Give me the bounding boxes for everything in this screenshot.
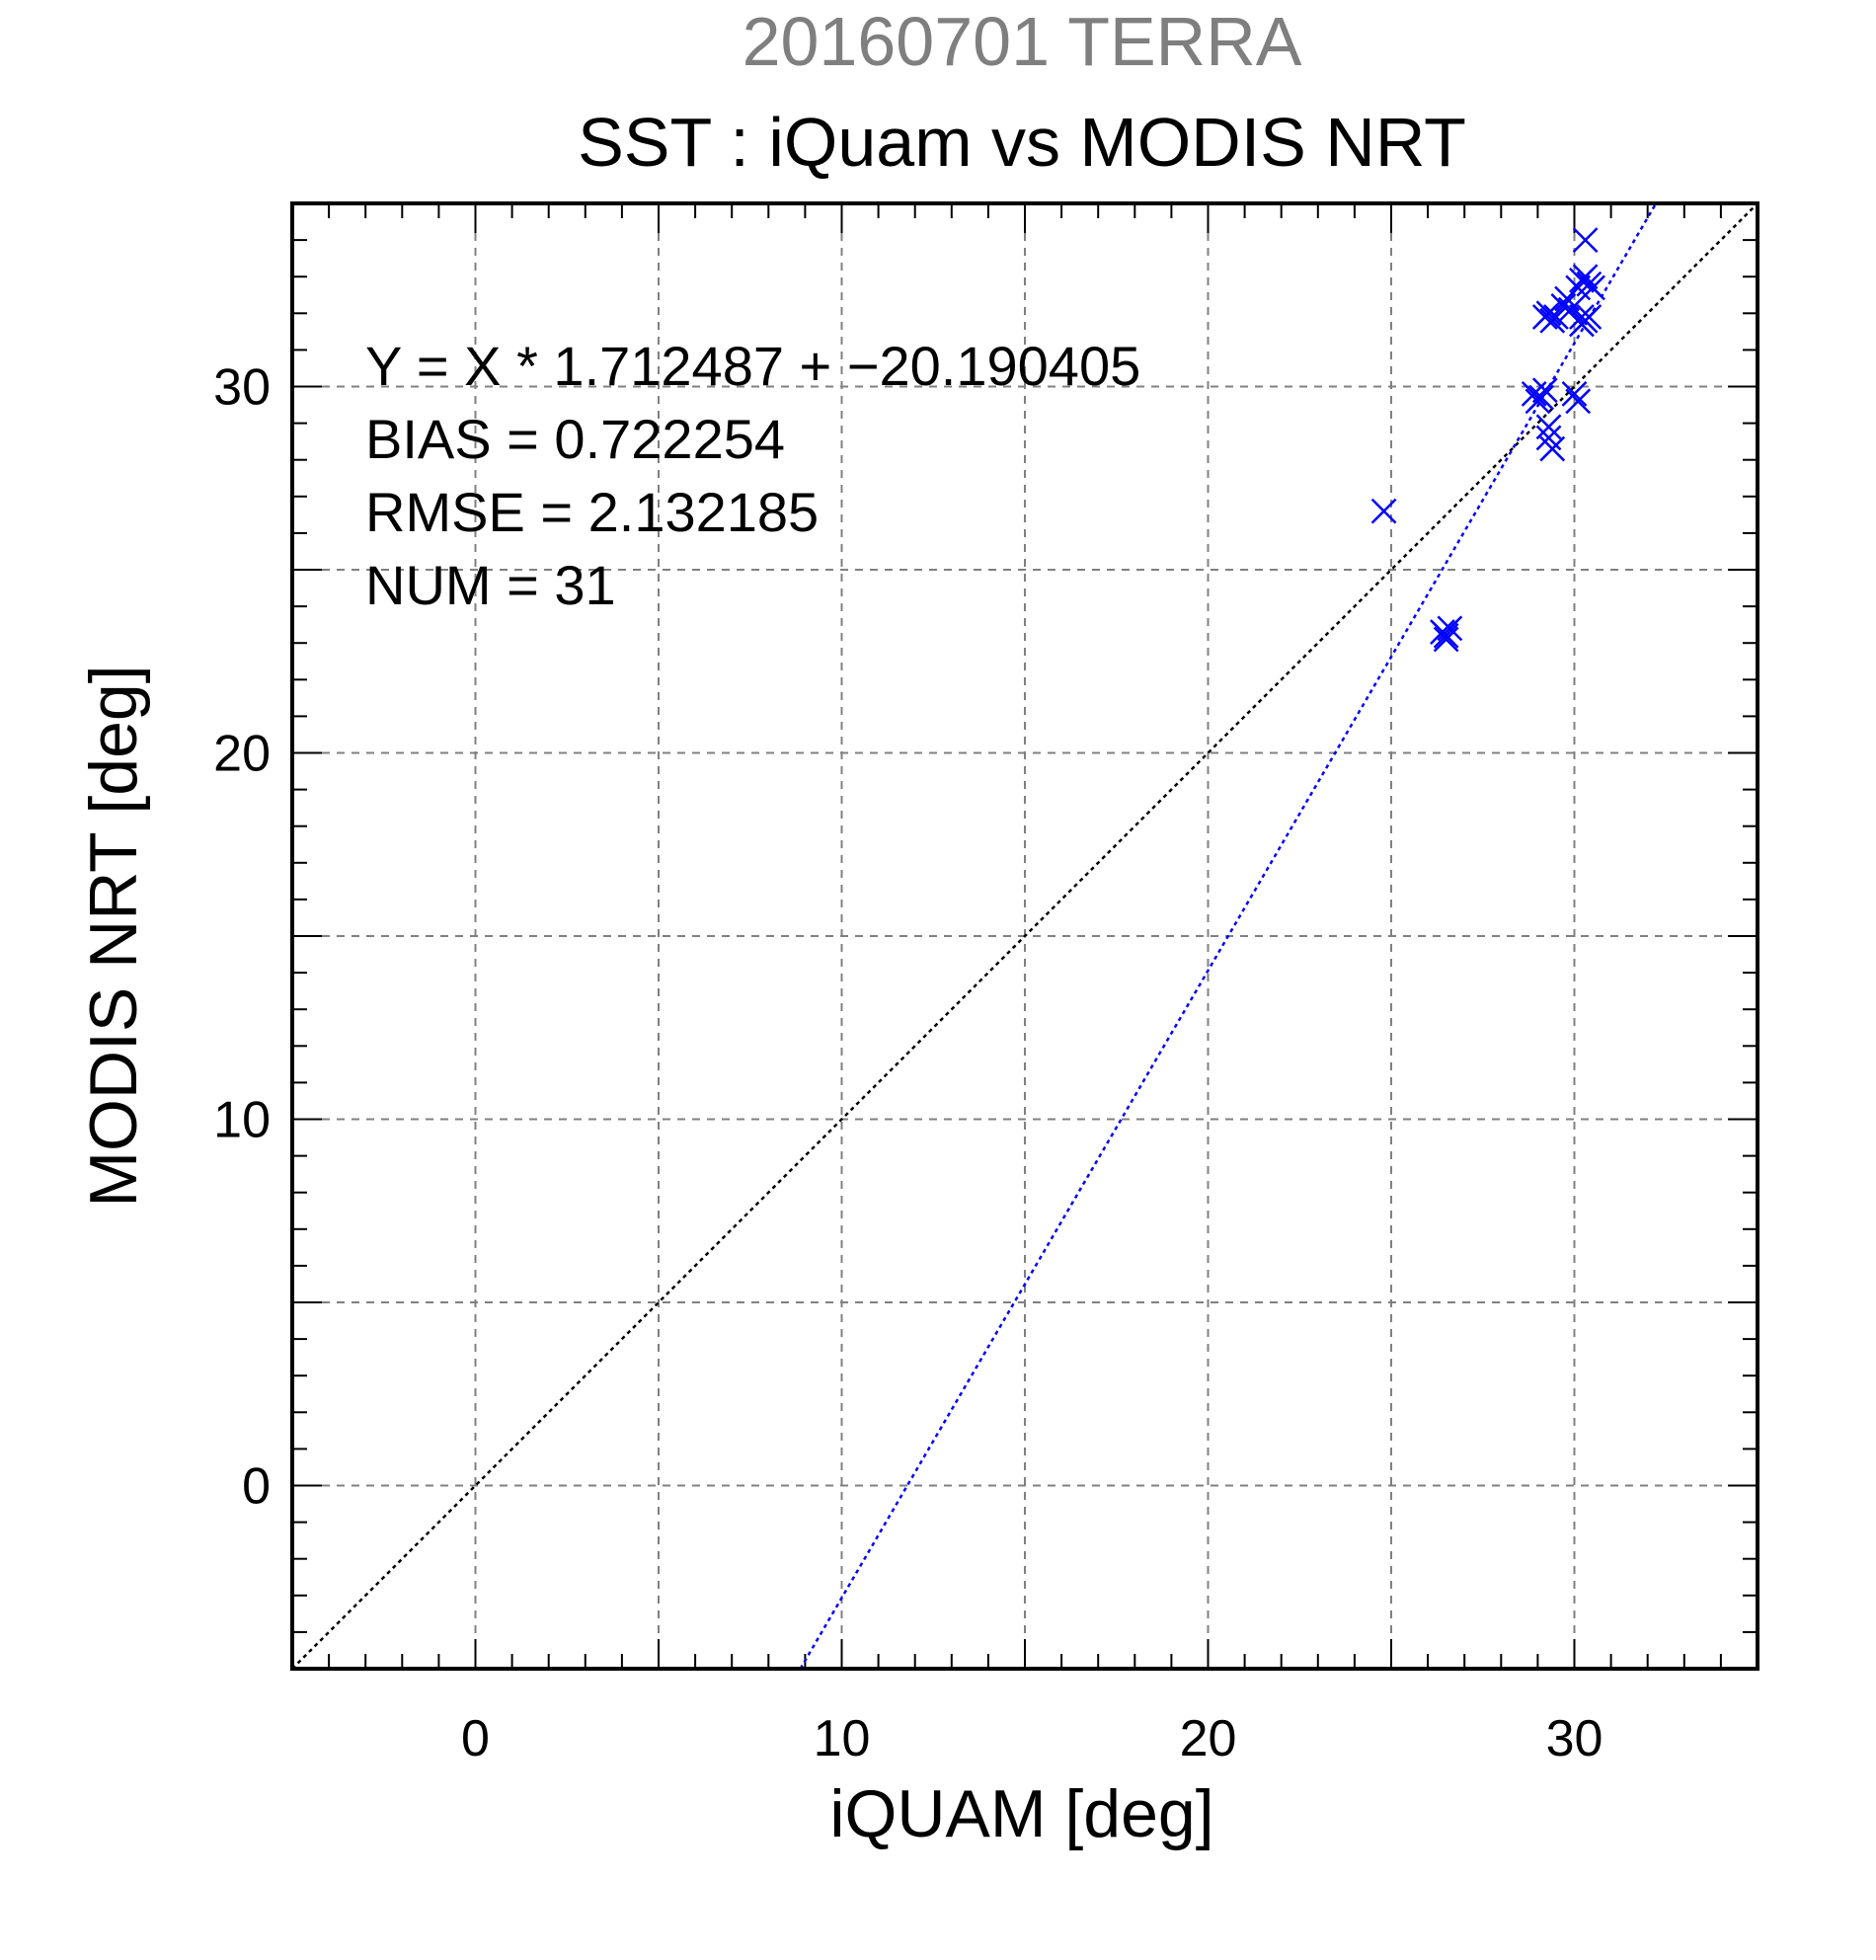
chart-title: SST : iQuam vs MODIS NRT	[578, 104, 1466, 181]
data-point-stroke-b	[1535, 300, 1562, 327]
data-point	[1535, 414, 1562, 440]
y-tick-label: 10	[213, 1092, 271, 1149]
data-point	[1572, 227, 1599, 253]
fit-line-group	[799, 202, 1658, 1670]
data-point-stroke-b	[1576, 304, 1602, 330]
data-point-stroke-b	[1535, 414, 1562, 440]
data-point-stroke-b	[1531, 377, 1558, 404]
data-point	[1576, 304, 1602, 330]
plot-frame	[290, 201, 1759, 1671]
data-point-stroke-b	[1557, 296, 1584, 323]
stat-rmse: RMSE = 2.132185	[365, 481, 819, 543]
data-point-stroke-b	[1561, 381, 1588, 407]
data-point	[1561, 381, 1588, 407]
chart-supertitle: 20160701 TERRA	[743, 3, 1302, 80]
data-point	[1433, 622, 1459, 649]
data-point	[1528, 384, 1554, 411]
fit-statistics: Y = X * 1.712487 + −20.190405 BIAS = 0.7…	[365, 335, 1140, 616]
data-points	[1370, 227, 1605, 653]
y-tick-label: 0	[242, 1458, 271, 1516]
data-point-stroke-b	[1433, 622, 1459, 649]
stat-regression-equation: Y = X * 1.712487 + −20.190405	[365, 335, 1140, 397]
stat-bias: BIAS = 0.722254	[365, 408, 785, 470]
data-point	[1370, 498, 1397, 524]
stat-count: NUM = 31	[365, 554, 616, 616]
grid	[292, 203, 1758, 1669]
y-tick-label: 20	[213, 726, 271, 783]
data-point	[1565, 388, 1592, 415]
identity-line-group	[291, 202, 1759, 1670]
x-tick-label: 30	[1546, 1710, 1603, 1767]
x-axis-label: iQUAM [deg]	[829, 1776, 1213, 1851]
data-point	[1543, 304, 1569, 330]
data-point-stroke-b	[1433, 626, 1459, 653]
y-tick-label: 30	[213, 359, 271, 417]
data-point	[1539, 435, 1566, 462]
y-axis-label: MODIS NRT [deg]	[76, 665, 151, 1207]
data-point-stroke-b	[1535, 425, 1562, 451]
x-tick-label: 10	[814, 1710, 871, 1767]
x-tick-label: 20	[1180, 1710, 1237, 1767]
data-point-stroke-b	[1539, 435, 1566, 462]
data-point-stroke-b	[1370, 498, 1397, 524]
data-point-stroke-b	[1543, 304, 1569, 330]
data-point-stroke-b	[1550, 292, 1577, 319]
identity-line	[291, 202, 1759, 1670]
data-point-stroke-b	[1565, 388, 1592, 415]
data-point-stroke-b	[1528, 384, 1554, 411]
data-point-stroke-b	[1572, 264, 1599, 290]
data-point-stroke-b	[1572, 227, 1599, 253]
x-tick-labels: 0 10 20 30	[461, 1710, 1602, 1767]
regression-fit-line	[799, 202, 1658, 1670]
data-point	[1433, 626, 1459, 653]
data-point	[1531, 377, 1558, 404]
data-point	[1580, 274, 1605, 301]
data-point	[1572, 264, 1599, 290]
x-tick-label: 0	[461, 1710, 490, 1767]
data-point	[1557, 296, 1584, 323]
y-tick-labels: 0 10 20 30	[213, 359, 271, 1516]
data-point-stroke-b	[1580, 274, 1605, 301]
data-point	[1535, 300, 1562, 327]
